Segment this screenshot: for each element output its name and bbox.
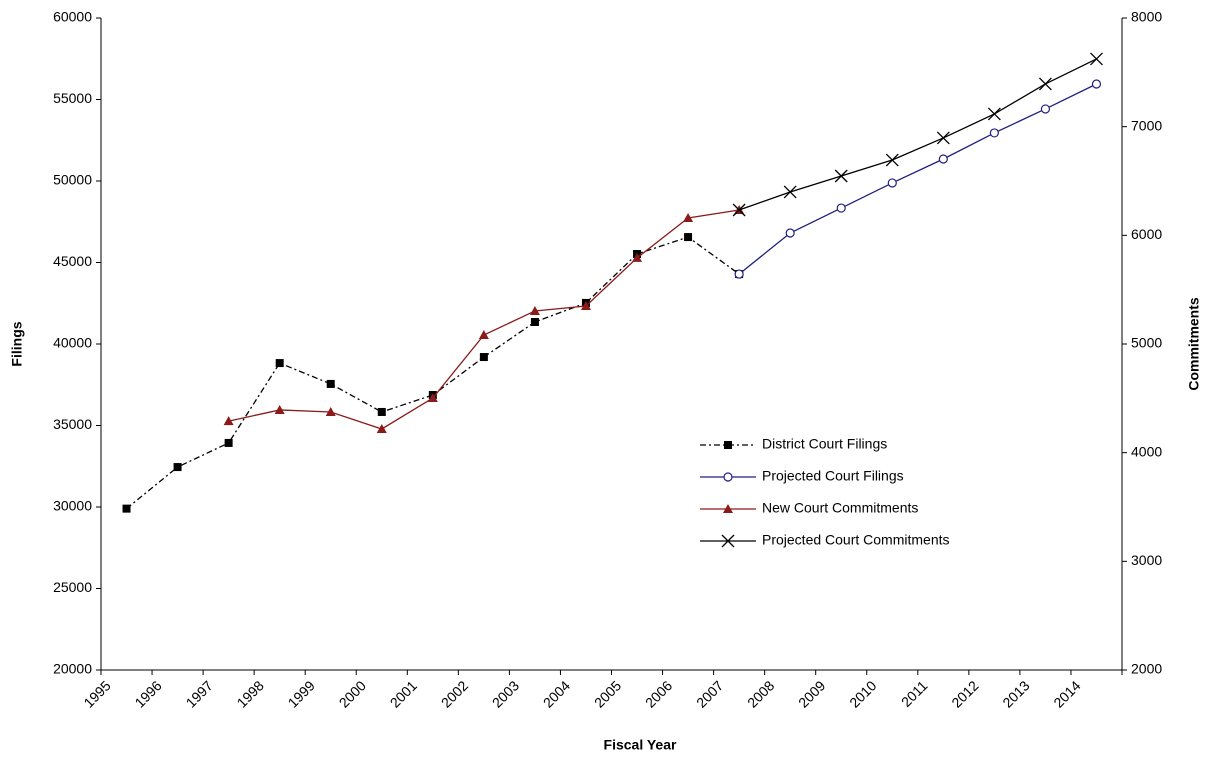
marker: [684, 233, 693, 242]
y-tick-label: 55000: [53, 90, 92, 106]
marker: [721, 534, 735, 548]
y-tick-label: 40000: [53, 335, 92, 351]
marker: [724, 441, 732, 449]
marker: [223, 416, 234, 426]
marker: [479, 353, 488, 362]
marker: [938, 154, 948, 164]
marker: [1091, 79, 1102, 89]
y2-axis-title: Commitments: [1186, 297, 1202, 391]
legend-label: Projected Court Commitments: [762, 532, 950, 548]
marker: [989, 128, 999, 138]
marker: [836, 203, 846, 213]
y-tick-label: 50000: [53, 172, 92, 188]
x-tick-label: 2003: [489, 677, 522, 710]
x-tick-label: 2013: [999, 677, 1032, 710]
marker: [529, 305, 540, 315]
x-tick-label: 1996: [131, 677, 164, 710]
x-axis-title: Fiscal Year: [604, 737, 677, 753]
marker: [275, 359, 284, 368]
x-tick-label: 2002: [438, 677, 471, 710]
x-tick-label: 2001: [387, 677, 420, 710]
marker: [325, 407, 336, 417]
legend: District Court Filings Projected Court Fi…: [700, 436, 950, 548]
y-tick-label: 30000: [53, 498, 92, 514]
y2-tick-label: 7000: [1131, 117, 1162, 133]
marker: [834, 169, 848, 183]
marker: [885, 153, 899, 167]
x-tick-label: 2008: [744, 677, 777, 710]
y-axis-title: Filings: [9, 321, 25, 366]
y-tick-label: 25000: [53, 579, 92, 595]
y-tick-label: 60000: [53, 9, 92, 25]
marker: [632, 252, 643, 262]
y-tick-label: 20000: [53, 661, 92, 677]
x-tick-label: 1999: [285, 677, 318, 710]
marker: [530, 317, 539, 326]
y2-tick-label: 2000: [1131, 661, 1162, 677]
legend-label: Projected Court Filings: [762, 468, 904, 484]
marker: [478, 329, 489, 339]
x-tick-label: 2005: [591, 677, 624, 710]
marker: [887, 178, 897, 188]
series-line: [738, 58, 1097, 211]
x-tick-label: 1997: [182, 677, 215, 710]
marker: [274, 404, 285, 414]
marker: [224, 438, 233, 447]
x-tick-label: 2004: [540, 677, 573, 710]
marker: [936, 131, 950, 145]
x-tick-label: 2007: [693, 677, 726, 710]
marker: [122, 504, 131, 513]
marker: [580, 300, 591, 310]
marker: [1038, 77, 1052, 91]
marker: [683, 212, 694, 222]
legend-label: New Court Commitments: [762, 500, 918, 516]
legend-label: District Court Filings: [762, 436, 887, 452]
marker: [427, 393, 438, 403]
x-tick-label: 2000: [336, 677, 369, 710]
y2-tick-label: 5000: [1131, 335, 1162, 351]
marker: [732, 203, 746, 217]
series-line: [738, 83, 1097, 275]
marker: [785, 228, 795, 238]
marker: [723, 504, 733, 513]
series-line: [228, 209, 740, 430]
marker: [376, 423, 387, 433]
series-line: [126, 236, 740, 510]
y2-tick-label: 8000: [1131, 9, 1162, 25]
y2-tick-label: 6000: [1131, 226, 1162, 242]
marker: [173, 463, 182, 472]
marker: [723, 472, 733, 482]
y-tick-label: 35000: [53, 416, 92, 432]
x-tick-label: 2009: [795, 677, 828, 710]
x-tick-label: 2014: [1050, 677, 1083, 710]
marker: [987, 107, 1001, 121]
marker: [783, 185, 797, 199]
x-tick-label: 2011: [898, 677, 931, 710]
y2-tick-label: 4000: [1131, 443, 1162, 459]
y-tick-label: 45000: [53, 253, 92, 269]
marker: [326, 379, 335, 388]
marker: [1090, 52, 1103, 66]
x-tick-label: 2012: [948, 677, 981, 710]
marker: [1040, 104, 1051, 114]
y2-tick-label: 3000: [1131, 552, 1162, 568]
marker: [377, 407, 386, 416]
x-tick-label: 1995: [80, 677, 113, 710]
x-tick-label: 1998: [234, 677, 267, 710]
marker: [734, 269, 744, 279]
x-tick-label: 2006: [642, 677, 675, 710]
x-tick-label: 2010: [846, 677, 879, 710]
